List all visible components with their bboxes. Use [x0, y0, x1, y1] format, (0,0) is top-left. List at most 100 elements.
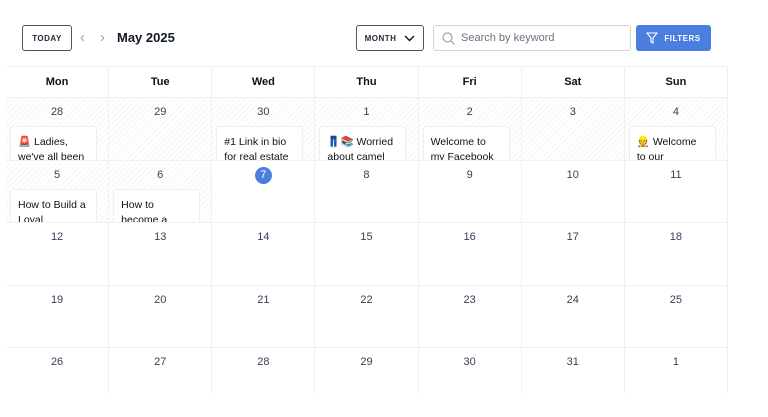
day-number-text: 1: [672, 356, 679, 368]
day-cell[interactable]: 8: [315, 160, 419, 222]
day-number-text: 25: [669, 293, 683, 306]
day-number-text: 20: [154, 293, 167, 306]
day-cell[interactable]: 21: [212, 285, 316, 347]
day-number: 30: [419, 356, 521, 370]
day-cell[interactable]: 24: [522, 285, 625, 347]
day-cell[interactable]: 9: [419, 160, 522, 222]
day-cell[interactable]: 1 👖📚 Worried about camel: [315, 98, 419, 160]
day-number: 27: [109, 356, 211, 370]
week-row: 28 🚨 Ladies, we've all been 29 30 #1 Link in…: [6, 97, 728, 160]
day-cell[interactable]: 1: [625, 348, 728, 393]
day-cell[interactable]: 20: [109, 285, 213, 347]
filter-icon: [646, 32, 659, 44]
weekday-sat: Sat: [522, 67, 625, 97]
day-number-text: 30: [257, 106, 270, 118]
day-cell[interactable]: 5 How to Build a Loyal Audience: [6, 160, 110, 222]
day-number: 31: [522, 356, 624, 370]
day-cell[interactable]: 30 #1 Link in bio for real estate: [212, 98, 316, 160]
day-cell[interactable]: 25: [625, 285, 728, 347]
day-cell[interactable]: 28: [212, 348, 316, 393]
day-number: 2: [419, 106, 521, 120]
day-cell[interactable]: 6 How to become a: [109, 160, 213, 222]
day-cell[interactable]: 14: [212, 223, 316, 285]
weekday-header: Mon Tue Wed Thu Fri Sat Sun: [6, 67, 728, 97]
day-cell[interactable]: 4 👷 Welcome to our Developer: [624, 98, 728, 160]
month-grid: Mon Tue Wed Thu Fri Sat Sun 28 🚨 Ladies, we've …: [6, 66, 728, 393]
search-field[interactable]: [433, 25, 631, 51]
week-row: 12 13 14 15 16 17 18: [6, 222, 728, 285]
day-number: 16: [419, 231, 521, 245]
day-number-text: 3: [569, 106, 576, 118]
weekday-sun: Sun: [625, 67, 728, 97]
day-number: 9: [419, 169, 521, 183]
day-number-text: 29: [154, 106, 167, 118]
day-number: 25: [625, 294, 727, 308]
day-cell[interactable]: 3: [521, 98, 625, 160]
filters-label: FILTERS: [664, 33, 701, 43]
day-cell[interactable]: 16: [419, 223, 522, 285]
day-number: 5: [6, 169, 108, 183]
day-cell[interactable]: 27: [109, 348, 213, 393]
today-button[interactable]: TODAY: [22, 25, 72, 51]
day-number-text: 31: [566, 356, 579, 368]
day-number: 12: [6, 231, 108, 245]
day-number: 20: [109, 294, 211, 308]
day-number-text: 12: [50, 231, 64, 243]
post-card[interactable]: How to Build a Loyal Audience: [10, 188, 97, 222]
day-number: 28: [6, 106, 108, 120]
day-cell[interactable]: 23: [419, 285, 522, 347]
day-number: 14: [212, 231, 314, 245]
day-number: 28: [212, 356, 314, 370]
day-cell[interactable]: 29: [109, 98, 213, 160]
day-number-text: 8: [363, 168, 370, 181]
weekday-mon: Mon: [6, 67, 110, 97]
day-number-text: 28: [257, 356, 270, 368]
day-cell[interactable]: 18: [625, 223, 728, 285]
day-cell[interactable]: 26: [6, 348, 110, 393]
post-card[interactable]: 👷 Welcome to our Developer: [628, 126, 716, 160]
day-number-text: 10: [566, 168, 579, 181]
day-number-text: 29: [360, 356, 373, 368]
day-cell[interactable]: 2 Welcome to my Facebook: [418, 98, 522, 160]
day-cell[interactable]: 17: [522, 223, 625, 285]
day-number: 6: [109, 169, 211, 183]
day-number: 18: [625, 231, 727, 245]
day-number-text: 14: [257, 231, 270, 243]
day-number-text: 28: [50, 106, 64, 118]
day-cell[interactable]: 13: [109, 223, 213, 285]
view-select[interactable]: MONTH: [356, 25, 424, 51]
search-input[interactable]: [461, 32, 621, 44]
day-number: 21: [212, 294, 314, 308]
chevron-down-icon: [404, 35, 415, 41]
day-number: 8: [315, 169, 417, 183]
day-number-text: 7: [254, 166, 272, 184]
post-card[interactable]: #1 Link in bio for real estate: [216, 126, 304, 160]
weekday-tue: Tue: [109, 67, 213, 97]
day-cell[interactable]: 19: [6, 285, 110, 347]
day-cell[interactable]: 22: [315, 285, 419, 347]
day-number-text: 4: [672, 106, 679, 118]
day-cell[interactable]: 29: [315, 348, 419, 393]
post-card[interactable]: 🚨 Ladies, we've all been: [10, 126, 97, 160]
day-number: 1: [315, 106, 417, 120]
day-cell[interactable]: 10: [522, 160, 625, 222]
chevron-left-icon[interactable]: ‹: [80, 29, 85, 46]
day-cell[interactable]: 12: [6, 223, 110, 285]
day-cell[interactable]: 15: [315, 223, 419, 285]
day-number-text: 26: [50, 356, 64, 368]
day-cell[interactable]: 28 🚨 Ladies, we've all been: [6, 98, 110, 160]
day-cell[interactable]: 11: [625, 160, 728, 222]
post-card[interactable]: How to become a: [113, 188, 201, 222]
chevron-right-icon[interactable]: ›: [100, 29, 105, 46]
day-cell[interactable]: 7: [212, 160, 316, 222]
post-card[interactable]: 👖📚 Worried about camel: [319, 126, 407, 160]
post-card[interactable]: Welcome to my Facebook: [422, 126, 510, 160]
day-cell[interactable]: 31: [522, 348, 625, 393]
week-row: 26 27 28 29 30 31 1: [6, 347, 728, 393]
day-number: 15: [315, 231, 417, 245]
day-number: 3: [522, 106, 624, 120]
day-number-text: 9: [466, 168, 473, 181]
filters-button[interactable]: FILTERS: [636, 25, 711, 51]
day-cell[interactable]: 30: [419, 348, 522, 393]
day-number-text: 6: [157, 168, 164, 181]
